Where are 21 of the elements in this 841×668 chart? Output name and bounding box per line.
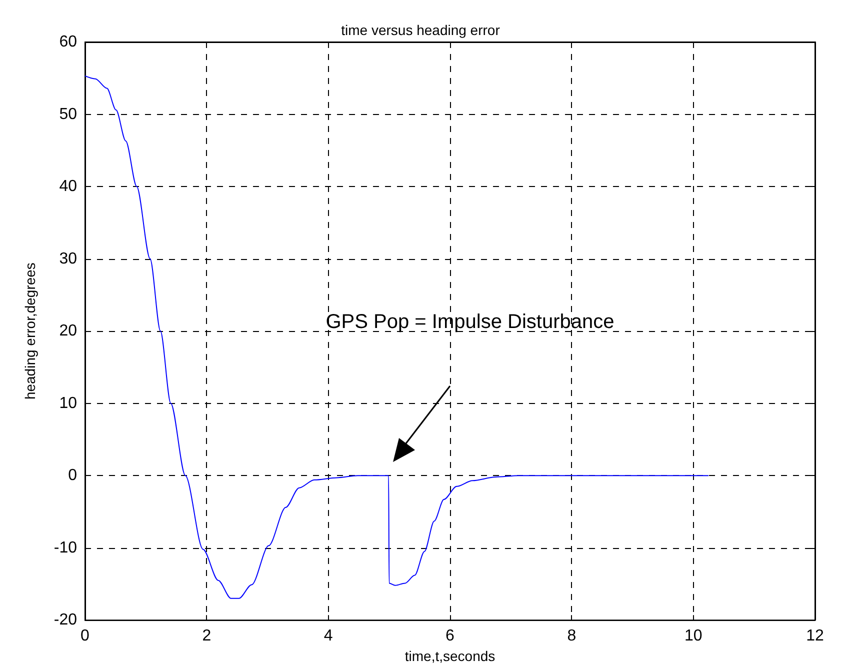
x-tick-label: 6 — [446, 628, 455, 645]
y-tick-label: -10 — [54, 539, 78, 556]
line-series — [84, 75, 710, 599]
y-tick-label: 60 — [59, 34, 78, 50]
x-tick-label: 8 — [567, 628, 576, 645]
x-tick-label: 10 — [684, 628, 702, 645]
y-tick-label: 10 — [59, 394, 78, 412]
x-tick-label: 4 — [324, 628, 333, 645]
y-tick-label: 40 — [59, 178, 78, 196]
x-tick-label: 12 — [806, 628, 824, 645]
x-tick-label: 2 — [202, 628, 212, 645]
y-axis-title: heading error,degrees — [22, 262, 38, 400]
y-tick-label: -20 — [54, 612, 78, 629]
annotation: GPS Pop = Impulse Disturbance — [324, 311, 616, 334]
x-tick-label: 0 — [80, 628, 90, 645]
y-tick-label: 0 — [68, 467, 78, 484]
y-tick-label: 50 — [59, 106, 78, 123]
chart-title: time versus heading error — [341, 22, 500, 38]
y-tick-label: 30 — [59, 250, 78, 268]
y-tick-label: 20 — [59, 322, 78, 340]
x-axis-title: time,t,seconds — [404, 648, 496, 664]
